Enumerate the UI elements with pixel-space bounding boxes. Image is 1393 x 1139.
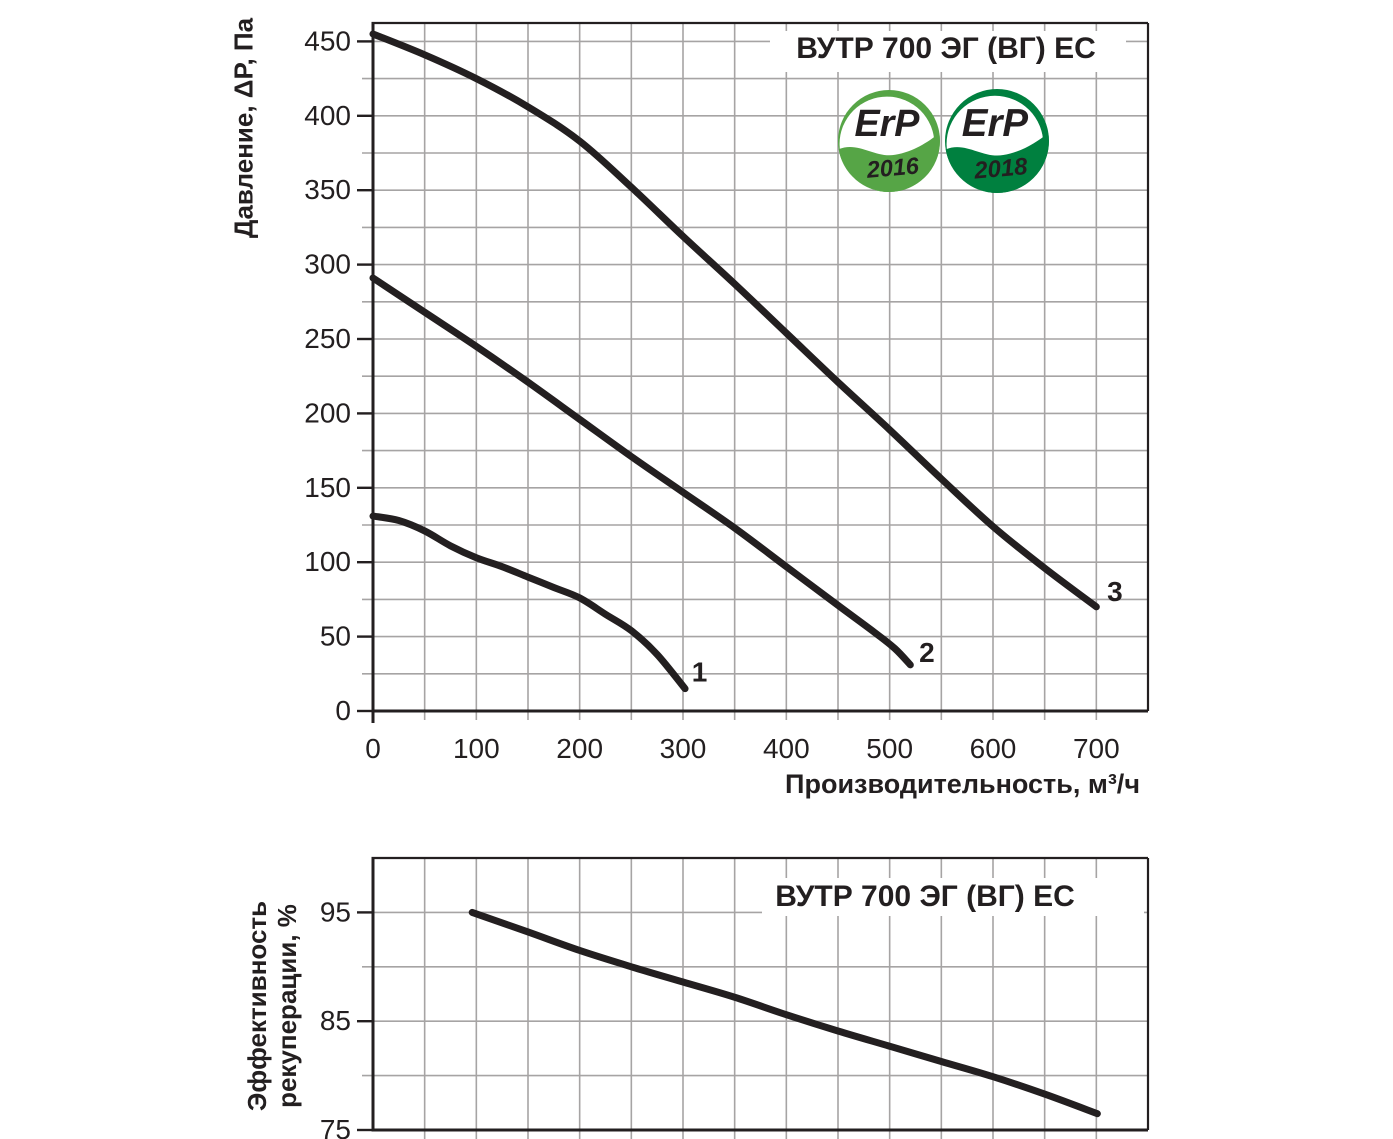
curve-label-2: 2 — [919, 637, 935, 668]
bottom-chart-title: ВУТР 700 ЭГ (ВГ) ЕС — [775, 880, 1075, 913]
erp-2018-logo-text: ErP — [962, 102, 1029, 145]
pressure-chart-x-tick-label: 600 — [970, 733, 1017, 764]
pressure-chart-y-tick-label: 350 — [304, 174, 351, 205]
curve-label-3: 3 — [1107, 576, 1123, 607]
pressure-chart-y-tick-label: 300 — [304, 249, 351, 280]
erp-2016-logo-text: ErP — [854, 102, 920, 144]
efficiency-axis-title-line-2: рекуперации, % — [272, 904, 302, 1108]
pressure-chart-y-tick-label: 100 — [304, 546, 351, 577]
pressure-chart-y-ticks: 0 50 100 150 200 250 300 350 400 450 — [304, 25, 373, 726]
pressure-chart-x-tick-label: 700 — [1073, 733, 1120, 764]
pressure-chart-x-tick-label: 100 — [453, 733, 500, 764]
erp-2016-leaf — [838, 133, 940, 192]
pressure-chart-curve-speed-1 — [369, 512, 689, 693]
erp-2016-year-text: 2016 — [865, 152, 921, 183]
efficiency-chart-frame — [371, 856, 1150, 1132]
pressure-chart-x-tick-label: 400 — [763, 733, 810, 764]
efficiency-chart-curve-recovery-efficiency — [468, 908, 1101, 1118]
pressure-chart-y-tick-label: 200 — [304, 397, 351, 428]
pressure-chart-y-tick-label: 250 — [304, 323, 351, 354]
pressure-chart-curve-speed-2 — [369, 274, 914, 669]
efficiency-axis-title-line-1: Эффективность — [242, 900, 272, 1112]
efficiency-chart-y-tick-label: 95 — [320, 896, 351, 927]
pressure-chart-x-tick-label: 200 — [556, 733, 603, 764]
curve-label-1: 1 — [692, 656, 708, 687]
efficiency-chart-y-tick-label: 85 — [320, 1005, 351, 1036]
top-chart-title: ВУТР 700 ЭГ (ВГ) ЕС — [796, 32, 1096, 65]
pressure-chart-frame — [371, 21, 1150, 723]
x-axis-title: Производительность, м³/ч — [785, 769, 1140, 799]
pressure-chart-y-tick-label: 50 — [320, 621, 351, 652]
erp-2016-badge: ErP 2016 — [838, 90, 940, 192]
erp-2018-badge: ErP 2018 — [945, 89, 1049, 193]
efficiency-axis-title: Эффективность рекуперации, % — [242, 901, 302, 1111]
erp-2018-leaf — [945, 133, 1049, 193]
pressure-axis-title: Давление, ΔP, Па — [228, 17, 259, 239]
efficiency-chart-y-tick-label: 75 — [320, 1114, 351, 1139]
erp-2018-year-text: 2018 — [972, 153, 1029, 185]
efficiency-chart-y-ticks: 75 85 95 — [320, 896, 373, 1139]
pressure-chart-x-tick-label: 500 — [866, 733, 913, 764]
pressure-chart-y-tick-label: 150 — [304, 472, 351, 503]
pressure-chart-x-tick-label: 0 — [365, 733, 381, 764]
pressure-chart-y-tick-label: 450 — [304, 25, 351, 56]
efficiency-chart: 75 85 95 — [320, 856, 1150, 1139]
pressure-chart-x-tick-label: 300 — [660, 733, 707, 764]
pressure-chart-y-tick-label: 400 — [304, 100, 351, 131]
pressure-chart-curve-speed-3 — [369, 30, 1100, 611]
pressure-chart-x-ticks: 0 100 200 300 400 500 600 700 — [365, 711, 1120, 764]
pressure-chart-y-tick-label: 0 — [335, 695, 351, 726]
